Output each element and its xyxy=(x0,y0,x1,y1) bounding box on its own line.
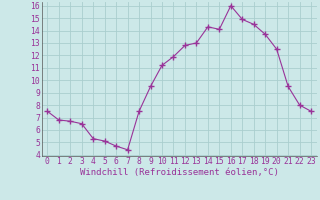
X-axis label: Windchill (Refroidissement éolien,°C): Windchill (Refroidissement éolien,°C) xyxy=(80,168,279,177)
